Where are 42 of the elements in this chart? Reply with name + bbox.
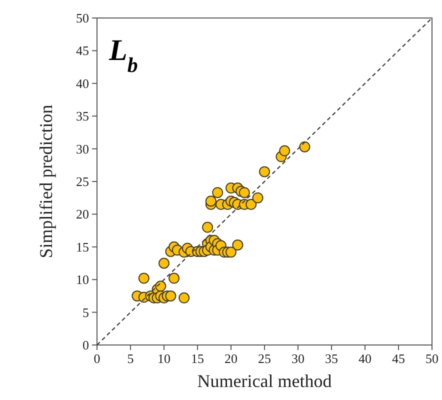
y-tick-label: 20 [76, 206, 89, 222]
y-axis-title: Simplified prediction [36, 104, 56, 258]
x-tick-label: 30 [292, 351, 304, 366]
y-tick-label: 35 [76, 108, 89, 124]
x-tick-label: 40 [358, 351, 372, 366]
x-tick-label: 20 [224, 351, 238, 366]
y-tick-label: 40 [76, 76, 89, 91]
y-tick-label: 5 [82, 304, 89, 320]
y-tick-label: 25 [76, 174, 89, 189]
point [238, 187, 250, 198]
x-tick-label: 0 [94, 351, 100, 366]
y-tick-label: 10 [76, 272, 89, 288]
x-tick-label: 35 [325, 351, 338, 366]
point [202, 222, 214, 233]
point [279, 145, 290, 156]
point [252, 192, 264, 204]
x-axis-title: Numerical method [197, 371, 332, 391]
x-tick-label: 5 [127, 351, 134, 366]
x-tick-label: 15 [191, 351, 204, 366]
point [212, 187, 224, 198]
point [155, 280, 166, 292]
point [178, 292, 190, 304]
y-tick-label: 45 [76, 43, 89, 58]
point [232, 239, 244, 250]
point [246, 198, 257, 210]
point [165, 290, 176, 302]
point [205, 196, 216, 207]
y-tick-label: 50 [76, 10, 89, 26]
point [259, 166, 270, 178]
y-tick-label: 0 [82, 338, 89, 352]
point [138, 272, 150, 284]
point [158, 258, 170, 269]
x-tick-label: 10 [158, 351, 170, 366]
x-tick-label: 50 [426, 351, 438, 366]
point [168, 272, 180, 284]
y-tick-label: 15 [76, 239, 89, 254]
x-tick-label: 45 [392, 351, 405, 366]
point [226, 246, 236, 258]
y-tick-label: 30 [76, 141, 89, 156]
x-tick-label: 25 [258, 351, 271, 366]
point [299, 141, 310, 152]
text: L$_{b}$ [108, 34, 138, 77]
